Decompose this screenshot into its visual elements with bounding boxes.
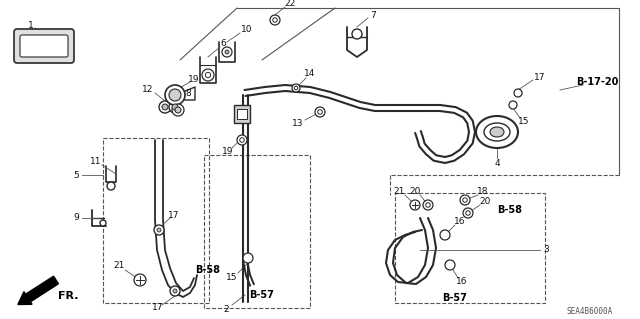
Circle shape <box>170 286 180 296</box>
Text: 12: 12 <box>142 85 154 94</box>
Circle shape <box>315 107 325 117</box>
Circle shape <box>175 107 180 113</box>
Circle shape <box>243 253 253 263</box>
Bar <box>103 138 209 303</box>
Circle shape <box>205 72 211 78</box>
Circle shape <box>100 220 106 226</box>
Circle shape <box>460 195 470 205</box>
Bar <box>395 193 545 303</box>
Circle shape <box>225 50 229 54</box>
Bar <box>234 105 250 123</box>
Text: 3: 3 <box>543 246 549 255</box>
Text: 17: 17 <box>534 72 546 81</box>
Text: 21: 21 <box>113 262 125 271</box>
Circle shape <box>154 225 164 235</box>
Bar <box>204 155 310 308</box>
Circle shape <box>165 85 185 105</box>
Circle shape <box>463 208 473 218</box>
Circle shape <box>202 69 214 81</box>
Text: 11: 11 <box>90 158 102 167</box>
Circle shape <box>169 89 181 101</box>
Circle shape <box>240 138 244 142</box>
Text: 18: 18 <box>477 188 489 197</box>
Circle shape <box>317 110 323 114</box>
Text: SEA4B6000A: SEA4B6000A <box>567 308 613 316</box>
Circle shape <box>463 198 467 202</box>
Ellipse shape <box>476 116 518 148</box>
Text: 21: 21 <box>394 188 404 197</box>
Text: B-58: B-58 <box>497 205 522 215</box>
Bar <box>237 109 247 119</box>
Circle shape <box>175 107 181 113</box>
Text: B-57: B-57 <box>250 290 275 300</box>
Circle shape <box>294 86 298 90</box>
Text: 15: 15 <box>518 117 530 127</box>
Circle shape <box>410 200 420 210</box>
Text: B-58: B-58 <box>195 265 221 275</box>
FancyArrow shape <box>18 276 58 305</box>
Circle shape <box>172 104 178 110</box>
Text: FR.: FR. <box>58 291 79 301</box>
Circle shape <box>352 29 362 39</box>
Circle shape <box>466 211 470 215</box>
Text: 8: 8 <box>185 88 191 98</box>
Text: 2: 2 <box>223 305 229 314</box>
Circle shape <box>159 101 171 113</box>
Circle shape <box>292 84 300 92</box>
Ellipse shape <box>490 127 504 137</box>
Circle shape <box>172 104 184 116</box>
Text: 16: 16 <box>454 218 466 226</box>
Circle shape <box>514 89 522 97</box>
Text: 14: 14 <box>304 70 316 78</box>
Circle shape <box>440 230 450 240</box>
Text: 1: 1 <box>28 20 34 29</box>
Circle shape <box>509 101 517 109</box>
Text: 6: 6 <box>220 40 226 48</box>
Text: B-57: B-57 <box>443 293 467 303</box>
Circle shape <box>169 101 181 113</box>
Circle shape <box>270 15 280 25</box>
Text: 4: 4 <box>494 159 500 167</box>
Text: 10: 10 <box>241 26 253 34</box>
Text: 17: 17 <box>152 303 164 313</box>
Text: 19: 19 <box>188 75 200 84</box>
Circle shape <box>107 182 115 190</box>
Text: 5: 5 <box>73 170 79 180</box>
Circle shape <box>423 200 433 210</box>
Text: 13: 13 <box>292 118 304 128</box>
Text: B-17-20: B-17-20 <box>576 77 618 87</box>
Text: 15: 15 <box>227 272 237 281</box>
Text: 20: 20 <box>410 188 420 197</box>
Text: 7: 7 <box>370 11 376 20</box>
FancyBboxPatch shape <box>14 29 74 63</box>
Text: 22: 22 <box>284 0 296 9</box>
Circle shape <box>134 274 146 286</box>
Circle shape <box>157 228 161 232</box>
Text: 9: 9 <box>73 213 79 222</box>
Text: 20: 20 <box>479 197 491 206</box>
Circle shape <box>162 104 168 110</box>
FancyBboxPatch shape <box>20 35 68 57</box>
Circle shape <box>173 289 177 293</box>
Circle shape <box>445 260 455 270</box>
Circle shape <box>426 203 430 207</box>
Text: 16: 16 <box>456 277 468 286</box>
Circle shape <box>273 18 277 22</box>
Text: 19: 19 <box>222 146 234 155</box>
Text: 17: 17 <box>168 211 180 219</box>
Circle shape <box>222 47 232 57</box>
Ellipse shape <box>484 123 510 141</box>
Circle shape <box>237 135 247 145</box>
